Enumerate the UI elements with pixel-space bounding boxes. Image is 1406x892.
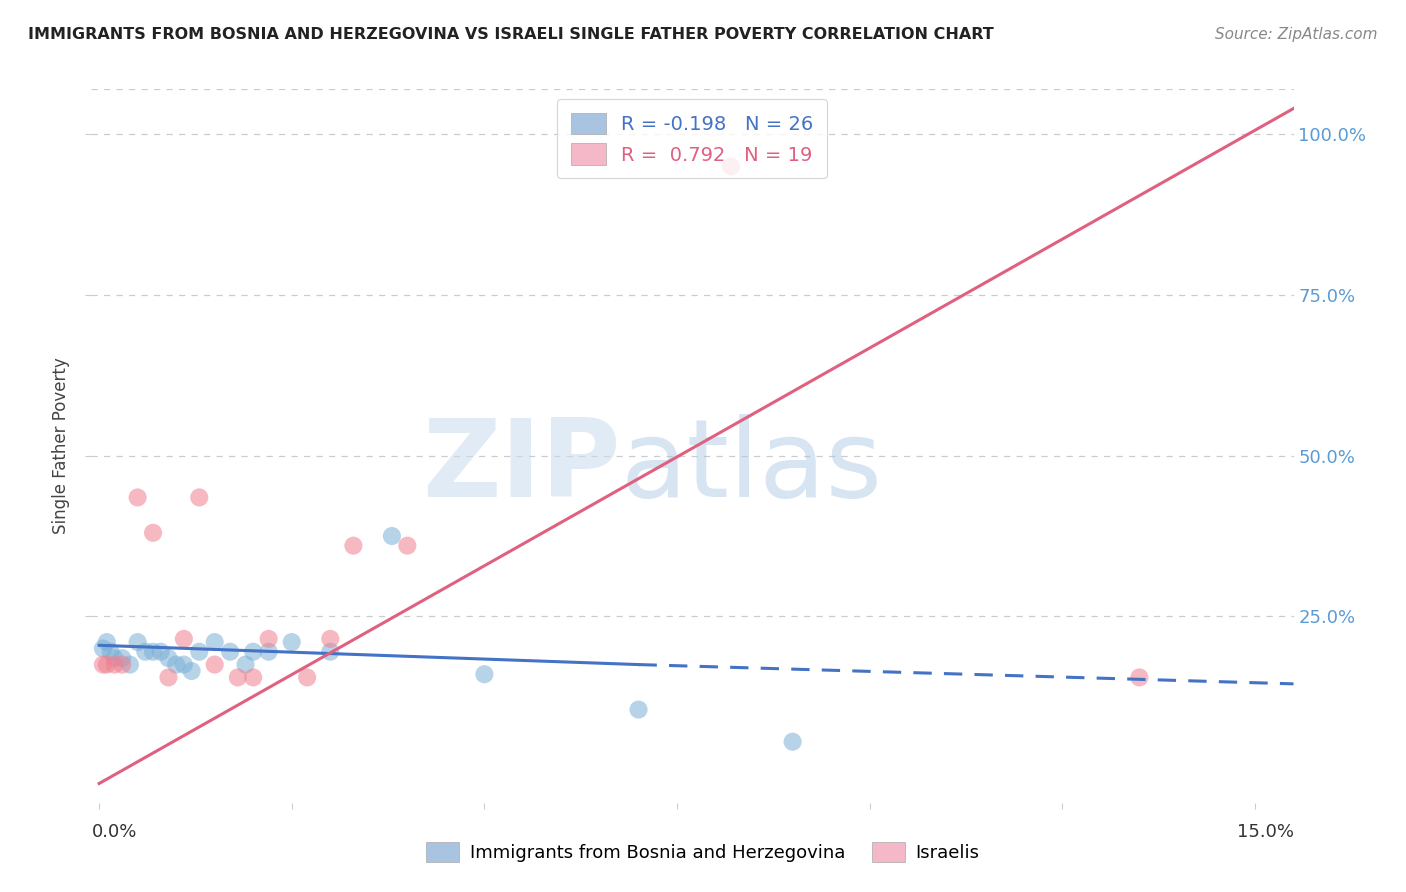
Point (111, 651, 134, 665)
Point (165, 657, 187, 672)
Point (782, 735, 804, 749)
Point (157, 670, 180, 684)
Point (91, 641, 114, 656)
Point (91, 657, 114, 672)
Text: IMMIGRANTS FROM BOSNIA AND HERZEGOVINA VS ISRAELI SINGLE FATHER POVERTY CORRELAT: IMMIGRANTS FROM BOSNIA AND HERZEGOVINA V… (28, 27, 994, 42)
Point (204, 635, 226, 649)
Text: 15.0%: 15.0% (1236, 822, 1294, 840)
Point (226, 670, 249, 684)
Legend: Immigrants from Bosnia and Herzegovina, Israelis: Immigrants from Bosnia and Herzegovina, … (419, 835, 987, 870)
Text: ZIP: ZIP (422, 415, 620, 520)
Point (720, 159, 742, 173)
Point (100, 645, 122, 659)
Point (118, 657, 141, 672)
Point (1128, 670, 1150, 684)
Point (149, 645, 172, 659)
Text: atlas: atlas (620, 415, 883, 520)
Point (127, 491, 149, 505)
Point (627, 702, 650, 716)
Point (134, 645, 156, 659)
Point (381, 529, 404, 543)
Point (127, 635, 149, 649)
Point (204, 657, 226, 672)
Point (142, 645, 165, 659)
Point (96, 635, 118, 649)
Point (319, 645, 342, 659)
Point (157, 651, 180, 665)
Y-axis label: Single Father Poverty: Single Father Poverty (52, 358, 70, 534)
Point (111, 657, 134, 672)
Legend: R = -0.198   N = 26, R =  0.792   N = 19: R = -0.198 N = 26, R = 0.792 N = 19 (557, 99, 827, 178)
Point (235, 657, 257, 672)
Point (103, 651, 125, 665)
Point (142, 525, 165, 540)
Point (257, 645, 280, 659)
Point (173, 657, 195, 672)
Point (96, 657, 118, 672)
Point (319, 632, 342, 646)
Point (257, 632, 280, 646)
Point (281, 635, 304, 649)
Point (342, 539, 364, 553)
Point (103, 657, 125, 672)
Point (474, 667, 496, 681)
Point (242, 670, 264, 684)
Point (396, 539, 419, 553)
Point (188, 491, 211, 505)
Point (173, 632, 195, 646)
Point (188, 645, 211, 659)
Text: Source: ZipAtlas.com: Source: ZipAtlas.com (1215, 27, 1378, 42)
Point (295, 670, 318, 684)
Point (242, 645, 264, 659)
Point (180, 664, 202, 678)
Point (219, 645, 242, 659)
Text: 0.0%: 0.0% (91, 822, 136, 840)
